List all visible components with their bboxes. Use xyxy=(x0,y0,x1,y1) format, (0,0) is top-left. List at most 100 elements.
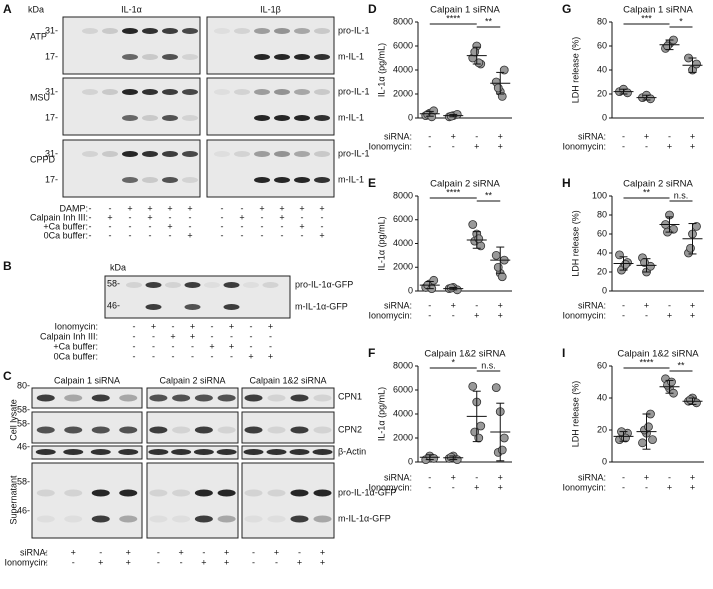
condition-symbol: - xyxy=(622,300,625,310)
band xyxy=(64,394,83,402)
condition-symbol: + xyxy=(320,547,325,557)
condition-symbol: - xyxy=(281,221,284,231)
condition-symbol: - xyxy=(109,221,112,231)
condition-symbol: + xyxy=(126,557,131,567)
significance-label: * xyxy=(451,357,455,367)
condition-symbol: - xyxy=(221,212,224,222)
marker: 17- xyxy=(45,51,58,61)
condition-symbol: - xyxy=(301,212,304,222)
condition-symbol: + xyxy=(151,321,156,331)
condition-symbol: - xyxy=(241,221,244,231)
condition-symbol: + xyxy=(690,141,695,151)
band xyxy=(314,89,330,95)
band xyxy=(142,28,158,34)
band xyxy=(63,449,84,455)
condition-symbol: - xyxy=(428,141,431,151)
band-label: pro-IL-1 xyxy=(338,86,370,96)
marker: 46- xyxy=(17,505,30,515)
condition-symbol: - xyxy=(622,472,625,482)
condition-symbol: + xyxy=(279,203,284,213)
column-title: Calpain 2 siRNA xyxy=(159,375,225,385)
y-tick-label: 0 xyxy=(602,112,607,122)
band xyxy=(244,515,263,523)
condition-symbol: + xyxy=(451,300,456,310)
condition-symbol: + xyxy=(297,557,302,567)
significance-label: * xyxy=(679,16,683,26)
chart-title: Calpain 1 siRNA xyxy=(623,5,693,16)
band xyxy=(149,426,168,434)
condition-symbol: + xyxy=(268,321,273,331)
condition-symbol: + xyxy=(319,203,324,213)
band xyxy=(294,28,310,34)
condition-label: +Ca buffer: xyxy=(53,341,98,351)
y-axis-label: IL-1α (pg/mL) xyxy=(376,43,386,97)
condition-symbol: - xyxy=(428,472,431,482)
band xyxy=(162,115,178,121)
band xyxy=(122,115,138,121)
condition-label: Ionomycin: xyxy=(562,482,606,492)
band xyxy=(244,394,263,402)
band xyxy=(182,28,198,34)
chart-title: Calpain 1 siRNA xyxy=(430,5,500,16)
blot xyxy=(146,445,239,460)
marker: 17- xyxy=(45,174,58,184)
data-point xyxy=(491,383,501,393)
band xyxy=(262,282,279,288)
data-point xyxy=(621,259,630,269)
condition-symbol: - xyxy=(129,212,132,222)
band xyxy=(102,28,118,34)
band xyxy=(223,282,240,288)
data-point xyxy=(646,94,655,104)
condition-symbol: - xyxy=(189,212,192,222)
marker: 58- xyxy=(17,404,30,414)
condition-symbol: + xyxy=(690,300,695,310)
condition-symbol: - xyxy=(645,482,648,492)
condition-symbol: + xyxy=(319,230,324,240)
condition-symbol: + xyxy=(667,482,672,492)
y-tick-label: 40 xyxy=(597,392,607,402)
band xyxy=(243,282,259,288)
data-point xyxy=(497,272,507,282)
chart-title: Calpain 1&2 siRNA xyxy=(424,349,506,360)
condition-symbol: + xyxy=(201,557,206,567)
condition-symbol: + xyxy=(170,331,175,341)
y-tick-label: 20 xyxy=(597,266,607,276)
y-tick-label: 0 xyxy=(408,456,413,466)
band xyxy=(182,151,198,157)
condition-symbol: + xyxy=(451,131,456,141)
band-label: m-IL-1 xyxy=(338,51,364,61)
condition-symbol: - xyxy=(645,310,648,320)
blot xyxy=(206,16,335,75)
condition-symbol: - xyxy=(250,341,253,351)
condition-symbol: - xyxy=(645,141,648,151)
band xyxy=(294,89,310,95)
data-point xyxy=(499,433,509,443)
y-tick-label: 0 xyxy=(602,285,607,295)
band xyxy=(214,89,230,95)
condition-symbol: - xyxy=(189,221,192,231)
condition-symbol: - xyxy=(149,221,152,231)
condition-label: Ionomycin: xyxy=(4,557,48,567)
band xyxy=(274,177,290,183)
band xyxy=(289,449,310,455)
band-label: m-IL-1 xyxy=(338,174,364,184)
band xyxy=(142,115,158,121)
condition-symbol: - xyxy=(129,230,132,240)
band xyxy=(182,89,198,95)
condition-label: Ionomycin: xyxy=(54,321,98,331)
y-tick-label: 2000 xyxy=(393,88,413,98)
data-point xyxy=(667,377,676,387)
data-point xyxy=(692,59,701,69)
y-tick-label: 8000 xyxy=(393,190,413,200)
condition-symbol: - xyxy=(622,482,625,492)
condition-symbol: - xyxy=(252,557,255,567)
condition-symbol: - xyxy=(180,557,183,567)
significance-label: **** xyxy=(446,13,461,23)
band xyxy=(182,115,198,121)
significance-label: n.s. xyxy=(481,360,496,370)
condition-symbol: + xyxy=(98,557,103,567)
y-tick-label: 0 xyxy=(408,112,413,122)
band xyxy=(290,426,309,434)
condition-symbol: + xyxy=(690,482,695,492)
band xyxy=(171,449,192,455)
